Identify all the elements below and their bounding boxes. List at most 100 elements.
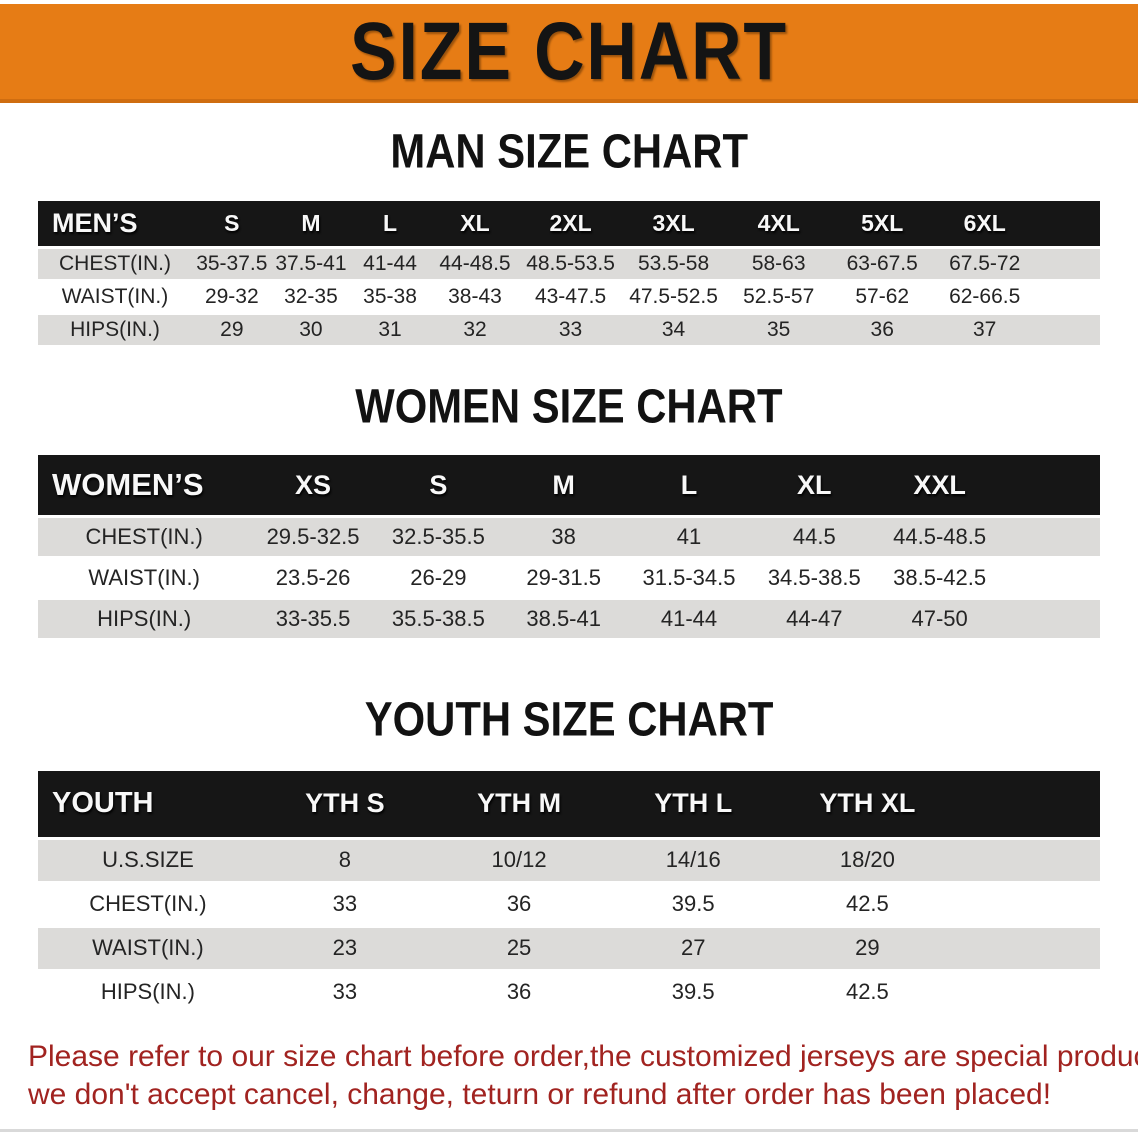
- section-title-man: MAN SIZE CHART: [390, 124, 748, 179]
- measurement-value: 38-43: [448, 284, 502, 308]
- measurement-value: 38: [551, 524, 576, 550]
- youth-size-section: YOUTH SIZE CHART YOUTH YTH S YTH M YTH L YTH…: [38, 692, 1100, 1016]
- measurement-value: 44-47: [786, 606, 843, 632]
- spacer-cell: [1036, 200, 1100, 246]
- measurement-row: WAIST(IN.) 29-32 32-35 35-38 38-43 43-47.5 47.…: [38, 281, 1100, 312]
- size-column-header: XS: [250, 455, 376, 516]
- size-chart-banner: SIZE CHART: [0, 4, 1138, 103]
- measurement-value: 58-63: [751, 251, 806, 275]
- measurement-value: 47-50: [911, 606, 968, 632]
- size-column-header: YTH XL: [780, 770, 955, 837]
- measurement-row-label: WAIST(IN.): [88, 565, 200, 591]
- measurement-row: U.S.SIZE 8 10/12 14/16 18/20: [38, 839, 1100, 881]
- measurement-value: 67.5-72: [949, 251, 1021, 275]
- spacer-cell: [1002, 518, 1100, 556]
- spacer-cell: [954, 972, 1100, 1013]
- measurement-value: 63-67.5: [846, 251, 918, 275]
- spacer-cell: [1002, 455, 1100, 516]
- size-column-header: 6XL: [933, 200, 1037, 246]
- measurement-value: 33: [558, 317, 583, 341]
- measurement-value: 33: [332, 979, 358, 1005]
- disclaimer-line-2: we don't accept cancel, change, teturn o…: [28, 1077, 1052, 1111]
- measurement-value: 34: [661, 317, 686, 341]
- measurement-value: 44.5: [792, 524, 836, 550]
- size-category-label: WOMEN’S: [38, 455, 251, 516]
- size-column-header: YTH L: [606, 770, 781, 837]
- measurement-value: 32-35: [284, 284, 338, 308]
- measurement-value: 41: [676, 524, 702, 550]
- measurement-value: 35-37.5: [196, 251, 268, 275]
- measurement-value: 35.5-38.5: [391, 606, 485, 632]
- measurement-value: 62-66.5: [949, 284, 1021, 308]
- measurement-value: 18/20: [839, 847, 895, 873]
- measurement-row: CHEST(IN.) 35-37.5 37.5-41 41-44 44-48.5 48.5…: [38, 248, 1100, 279]
- measurement-value: 41-44: [660, 606, 718, 632]
- measurement-row-label: U.S.SIZE: [102, 847, 194, 873]
- measurement-value: 33-35.5: [275, 606, 351, 632]
- measurement-value: 29: [220, 317, 244, 341]
- page-title: SIZE CHART: [350, 5, 788, 98]
- measurement-value: 35-38: [363, 284, 417, 308]
- spacer-cell: [954, 770, 1100, 837]
- measurement-row-label: CHEST(IN.): [89, 891, 207, 917]
- measurement-value: 34.5-38.5: [767, 565, 861, 591]
- spacer-cell: [954, 928, 1100, 969]
- table-header-row: YOUTH YTH S YTH M YTH L YTH XL: [38, 770, 1100, 837]
- measurement-row-label: CHEST(IN.): [59, 251, 171, 275]
- measurement-row-label: CHEST(IN.): [85, 524, 203, 550]
- measurement-value: 29.5-32.5: [266, 524, 360, 550]
- measurement-value: 27: [680, 935, 706, 961]
- measurement-value: 25: [506, 935, 532, 961]
- size-column-header: 4XL: [726, 200, 832, 246]
- measurement-value: 38.5-42.5: [893, 565, 987, 591]
- measurement-value: 32.5-35.5: [391, 524, 485, 550]
- measurement-value: 14/16: [665, 847, 721, 873]
- measurement-value: 42.5: [845, 891, 889, 917]
- section-title-youth: YOUTH SIZE CHART: [364, 692, 774, 747]
- size-column-header: YTH S: [257, 770, 432, 837]
- spacer-cell: [1002, 600, 1100, 638]
- size-column-header: S: [375, 455, 502, 516]
- men-size-table: MEN’S S M L XL 2XL 3XL 4XL 5XL 6XL CHEST(IN.) 35-3…: [38, 198, 1100, 348]
- spacer-cell: [954, 884, 1100, 925]
- measurement-row: WAIST(IN.) 23 25 27 29: [38, 927, 1100, 969]
- size-column-header: 2XL: [520, 200, 621, 246]
- measurement-value: 23.5-26: [275, 565, 351, 591]
- women-size-table: WOMEN’S XS S M L XL XXL CHEST(IN.) 29.5-32.5 32.…: [38, 452, 1100, 641]
- spacer-cell: [1036, 249, 1100, 279]
- measurement-value: 31: [378, 317, 402, 341]
- measurement-row: CHEST(IN.) 29.5-32.5 32.5-35.5 38 41 44.5 44.5…: [38, 518, 1100, 557]
- women-size-section: WOMEN SIZE CHART WOMEN’S XS S M L XL XXL CHEST…: [38, 379, 1100, 642]
- table-header-row: WOMEN’S XS S M L XL XXL: [38, 455, 1100, 516]
- measurement-row-label: HIPS(IN.): [97, 606, 192, 632]
- measurement-value: 30: [299, 317, 323, 341]
- measurement-value: 23: [332, 935, 358, 961]
- measurement-row-label: HIPS(IN.): [100, 979, 195, 1005]
- size-column-header: L: [350, 200, 430, 246]
- size-column-header: 5XL: [831, 200, 934, 246]
- measurement-value: 44-48.5: [439, 251, 511, 275]
- spacer-cell: [1036, 315, 1100, 345]
- measurement-value: 37: [973, 317, 997, 341]
- size-column-header: S: [192, 200, 272, 246]
- size-column-header: XL: [751, 455, 877, 516]
- size-column-header: XL: [429, 200, 521, 246]
- measurement-row: HIPS(IN.) 33-35.5 35.5-38.5 38.5-41 41-44 44-…: [38, 600, 1100, 639]
- size-column-header: M: [501, 455, 627, 516]
- measurement-row-label: WAIST(IN.): [92, 935, 204, 961]
- measurement-value: 8: [338, 847, 352, 873]
- measurement-row: HIPS(IN.) 33 36 39.5 42.5: [38, 971, 1100, 1013]
- size-column-header: M: [271, 200, 351, 246]
- spacer-cell: [1036, 282, 1100, 312]
- size-category-label: YOUTH: [38, 770, 258, 837]
- measurement-value: 33: [332, 891, 358, 917]
- measurement-row: HIPS(IN.) 29 30 31 32 33 34 35 36 37: [38, 314, 1100, 345]
- size-column-header: L: [626, 455, 752, 516]
- measurement-value: 36: [870, 317, 894, 341]
- measurement-row-label: WAIST(IN.): [61, 284, 169, 308]
- measurement-value: 44.5-48.5: [893, 524, 987, 550]
- spacer-cell: [954, 840, 1100, 881]
- size-column-header: YTH M: [431, 770, 607, 837]
- measurement-value: 36: [506, 979, 532, 1005]
- measurement-value: 38.5-41: [526, 606, 601, 632]
